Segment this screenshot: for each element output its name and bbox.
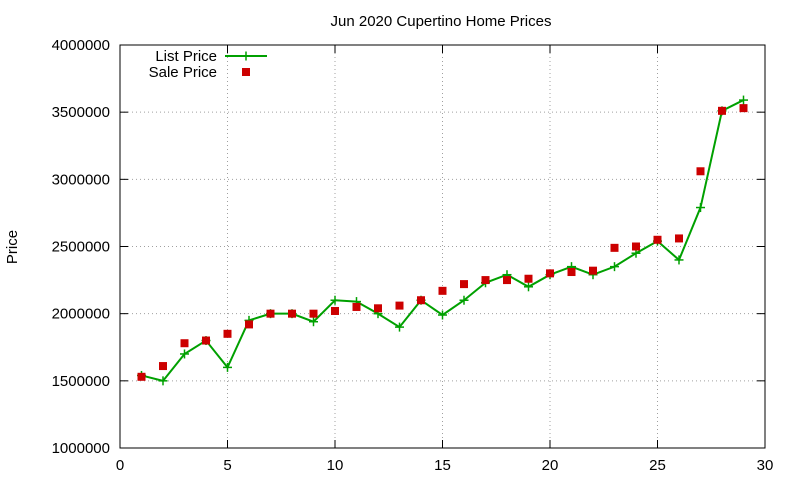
sale-price-point: [266, 309, 275, 318]
sale-price-point: [460, 280, 468, 289]
sale-price-point: [653, 235, 662, 244]
sale-price-point: [159, 362, 167, 371]
list-price-point: [395, 322, 404, 332]
list-price-point: [610, 262, 619, 272]
y-axis: 1000000 1500000 2000000 2500000 3000000 35000…: [52, 37, 765, 457]
series-layer: [137, 95, 748, 386]
y-tick-label: 2000000: [52, 306, 110, 323]
sale-price-point: [309, 309, 318, 318]
sale-price-point: [374, 304, 382, 313]
x-tick-label: 20: [542, 457, 559, 474]
list-price-point: [674, 255, 684, 265]
sale-price-point: [546, 269, 554, 278]
list-price-point: [524, 282, 533, 292]
grid: [120, 45, 765, 448]
legend-swatch-list-price: [225, 51, 267, 61]
series-sale-price: [137, 104, 748, 381]
sale-price-point: [589, 266, 597, 275]
x-tick-label: 0: [116, 457, 124, 474]
sale-price-point: [675, 234, 683, 243]
list-price-point: [438, 310, 447, 320]
sale-price-point: [632, 242, 640, 251]
legend: List Price Sale Price: [149, 48, 267, 81]
list-price-point: [739, 95, 748, 105]
legend-label-list-price: List Price: [155, 48, 217, 65]
sale-price-point: [395, 301, 404, 310]
x-tick-label: 5: [223, 457, 231, 474]
y-axis-label: Price: [4, 230, 21, 264]
sale-price-point: [202, 336, 210, 345]
sale-price-point: [481, 276, 490, 285]
sale-price-point: [696, 167, 705, 176]
sale-price-point: [438, 286, 447, 295]
sale-price-point: [245, 320, 253, 329]
sale-price-point: [223, 329, 232, 338]
sale-price-point: [137, 372, 146, 381]
sale-price-point: [739, 104, 748, 113]
list-price-point: [223, 362, 232, 372]
x-axis: 0 5 10 15 20 25 30: [116, 45, 774, 474]
sale-price-point: [288, 309, 296, 318]
x-tick-label: 15: [434, 457, 451, 474]
sale-price-point: [503, 276, 511, 285]
legend-label-sale-price: Sale Price: [149, 64, 217, 81]
list-price-point: [180, 349, 189, 359]
y-tick-label: 3500000: [52, 104, 110, 121]
list-price-point: [330, 295, 340, 305]
sale-price-point: [567, 268, 576, 277]
sale-price-point: [417, 296, 425, 305]
y-tick-label: 1000000: [52, 440, 110, 457]
legend-marker-list-price: [241, 51, 251, 61]
y-tick-label: 2500000: [52, 239, 110, 256]
chart-title: Jun 2020 Cupertino Home Prices: [331, 13, 552, 30]
legend-swatch-sale-price: [242, 68, 250, 76]
x-tick-label: 25: [649, 457, 666, 474]
list-price-point: [696, 203, 705, 213]
list-price-point: [158, 376, 168, 386]
sale-price-point: [180, 339, 189, 348]
sale-price-point: [610, 243, 619, 252]
sale-price-point: [331, 306, 339, 315]
x-tick-label: 30: [757, 457, 774, 474]
sale-price-point: [352, 302, 361, 311]
list-price-point: [309, 317, 318, 327]
y-tick-label: 4000000: [52, 37, 110, 54]
y-tick-label: 3000000: [52, 171, 110, 188]
sale-price-point: [524, 274, 533, 283]
x-tick-label: 10: [327, 457, 344, 474]
list-price-point: [459, 295, 469, 305]
sale-price-point: [718, 106, 726, 115]
y-tick-label: 1500000: [52, 373, 110, 390]
legend-marker-sale-price: [242, 68, 250, 76]
